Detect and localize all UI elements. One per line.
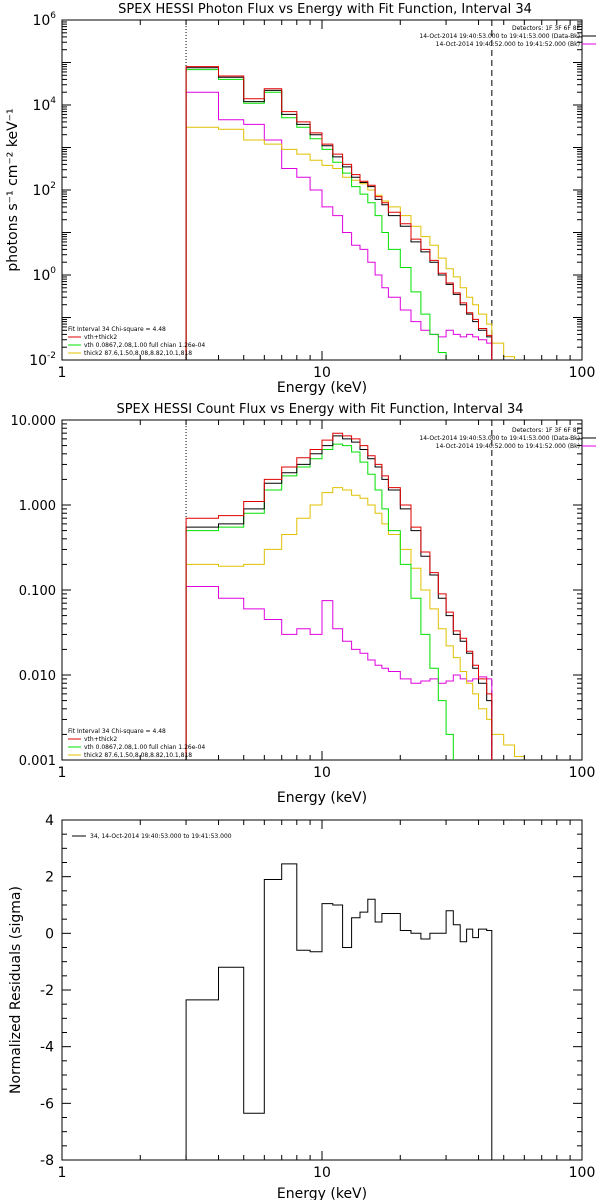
photon-x-axis-label: Energy (keV) xyxy=(277,380,367,396)
count-x-axis-label: Energy (keV) xyxy=(277,790,367,806)
residuals-y-tick-label: -8 xyxy=(40,1153,54,1169)
count-x-tick-label: 1 xyxy=(58,765,67,781)
residuals-y-axis-label: Normalized Residuals (sigma) xyxy=(8,886,24,1094)
count-legend-data-interval: 14-Oct-2014 19:40:53.000 to 19:41:53.000… xyxy=(419,435,580,442)
photon-series-bk xyxy=(185,91,493,360)
count-y-tick-label: 0.010 xyxy=(19,669,56,684)
count-y-tick-label: 0.001 xyxy=(19,754,56,769)
photon-y-tick-label: 100 xyxy=(32,266,56,284)
photon-y-tick-label: 10-2 xyxy=(29,351,56,369)
count-y-tick-label: 10.000 xyxy=(11,414,57,429)
count-legend-vth: vth 0.0867,2.08,1.00 full chian 1.26e-04 xyxy=(84,744,205,751)
photon-x-tick-label: 10 xyxy=(313,365,331,381)
photon-fit-info: Fit Interval 34 Chi-square = 4.48 xyxy=(68,326,166,333)
count-legend-total: vth+thick2 xyxy=(84,736,117,743)
residuals-plot-frame xyxy=(61,819,583,1161)
photon-legend-vth: vth 0.0867,2.08,1.00 full chian 1.26e-04 xyxy=(84,342,205,349)
count-fit-info: Fit Interval 34 Chi-square = 4.48 xyxy=(68,728,166,735)
residuals-x-tick-label: 1 xyxy=(58,1165,67,1181)
count-y-tick-label: 0.100 xyxy=(19,584,56,599)
photon-y-tick-label: 104 xyxy=(32,96,56,114)
count-x-tick-label: 100 xyxy=(569,765,596,781)
photon-y-axis-label: photons s⁻¹ cm⁻² keV⁻¹ xyxy=(5,108,21,271)
residuals-y-tick-label: -4 xyxy=(40,1040,54,1056)
residuals-x-tick-label: 10 xyxy=(313,1165,331,1181)
count-legend-thick2: thick2 87.6,1.50,8.08,8.82,10.1,818 xyxy=(84,752,192,759)
count-legend-detectors: Detectors: 1F 3F 6F 8F xyxy=(512,427,581,434)
photon-series-data-bk xyxy=(185,67,493,360)
photon-panel-title: SPEX HESSI Photon Flux vs Energy with Fi… xyxy=(118,2,532,17)
photon-legend-data-interval: 14-Oct-2014 19:40:53.000 to 19:41:53.000… xyxy=(419,33,580,40)
residuals-y-tick-label: 2 xyxy=(45,870,54,886)
residuals-panel: 1 10 100 -8 -6 -4 -2 0 2 4 Energy (keV) Normalize… xyxy=(8,813,595,1200)
count-flux-panel: SPEX HESSI Count Flux vs Energy with Fit… xyxy=(11,402,596,806)
count-series-thick2 xyxy=(185,487,525,760)
count-panel-title: SPEX HESSI Count Flux vs Energy with Fit… xyxy=(116,402,523,417)
residuals-y-tick-label: 0 xyxy=(45,926,54,942)
count-x-tick-label: 10 xyxy=(313,765,331,781)
count-legend-bk-interval: 14-Oct-2014 19:40:52.000 to 19:41:52.000… xyxy=(436,443,580,450)
photon-legend-detectors: Detectors: 1F 3F 6F 8F xyxy=(512,25,581,32)
residuals-y-tick-label: -6 xyxy=(40,1096,54,1112)
count-y-tick-label: 1.000 xyxy=(19,499,56,514)
residuals-series-residuals xyxy=(185,863,493,1160)
residuals-y-tick-label: -2 xyxy=(40,983,54,999)
photon-series-thick2 xyxy=(185,126,515,360)
count-series-vth-thick2 xyxy=(185,432,493,760)
photon-y-tick-label: 106 xyxy=(32,11,56,29)
photon-x-tick-label: 100 xyxy=(569,365,596,381)
count-plot-frame xyxy=(61,419,583,761)
photon-y-tick-label: 102 xyxy=(32,181,56,199)
photon-x-tick-label: 1 xyxy=(58,365,67,381)
photon-series-vth xyxy=(185,69,447,360)
count-series-vth xyxy=(185,443,454,760)
photon-legend-bk-interval: 14-Oct-2014 19:40:52.000 to 19:41:52.000… xyxy=(436,41,580,48)
photon-legend-thick2: thick2 87.6,1.50,8.08,8.82,10.1,818 xyxy=(84,350,192,357)
residuals-legend-entry: 34, 14-Oct-2014 19:40:53.000 to 19:41:53… xyxy=(90,833,232,840)
photon-series-vth-thick2 xyxy=(185,66,493,360)
residuals-x-tick-label: 100 xyxy=(569,1165,596,1181)
photon-legend-total: vth+thick2 xyxy=(84,334,117,341)
residuals-x-axis-label: Energy (keV) xyxy=(277,1186,367,1200)
photon-flux-panel: SPEX HESSI Photon Flux vs Energy with Fi… xyxy=(5,2,596,396)
count-series-bk xyxy=(185,586,493,760)
residuals-y-tick-label: 4 xyxy=(45,813,54,829)
